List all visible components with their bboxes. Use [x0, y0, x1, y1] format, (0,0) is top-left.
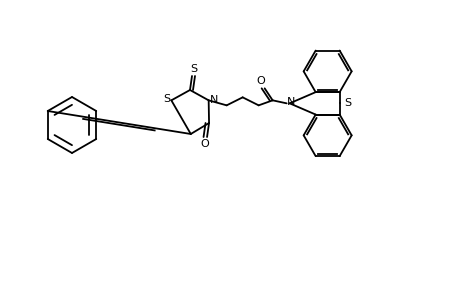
Text: S: S: [162, 94, 169, 104]
Text: S: S: [190, 64, 197, 74]
Text: N: N: [286, 97, 294, 107]
Text: S: S: [343, 98, 351, 108]
Text: O: O: [200, 139, 209, 149]
Text: N: N: [209, 95, 218, 105]
Text: O: O: [256, 76, 264, 86]
